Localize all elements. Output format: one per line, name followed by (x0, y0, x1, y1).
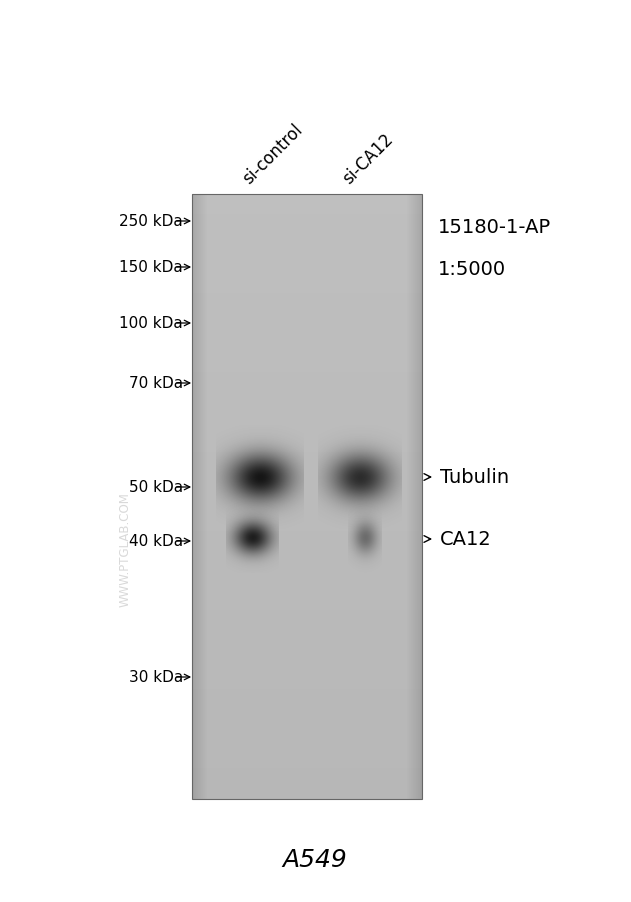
Bar (192, 195, 422, 799)
Text: 30 kDa: 30 kDa (129, 670, 183, 685)
Text: si-CA12: si-CA12 (339, 130, 397, 188)
Text: Tubulin: Tubulin (440, 468, 509, 487)
Text: 150 kDa: 150 kDa (119, 260, 183, 275)
Text: A549: A549 (283, 847, 348, 871)
Text: 1:5000: 1:5000 (438, 260, 506, 280)
Text: 50 kDa: 50 kDa (129, 480, 183, 495)
Text: 100 kDa: 100 kDa (119, 316, 183, 331)
Text: 70 kDa: 70 kDa (129, 376, 183, 391)
Text: WWW.PTGLAB.COM: WWW.PTGLAB.COM (119, 492, 131, 607)
Text: 40 kDa: 40 kDa (129, 534, 183, 549)
Text: 15180-1-AP: 15180-1-AP (438, 218, 551, 237)
Text: CA12: CA12 (440, 529, 492, 549)
Text: 250 kDa: 250 kDa (119, 215, 183, 229)
Text: si-control: si-control (239, 121, 306, 188)
